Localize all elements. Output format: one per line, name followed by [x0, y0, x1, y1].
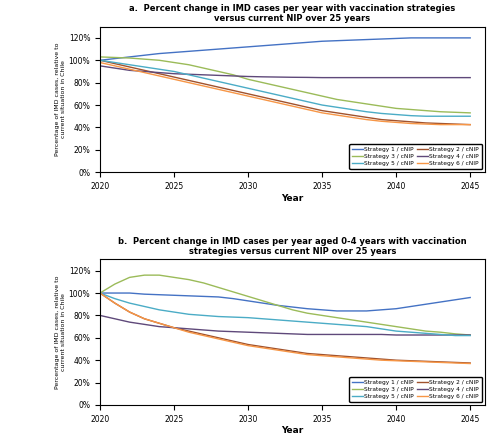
Y-axis label: Percentage of IMD cases, relative to
current situation in Chile: Percentage of IMD cases, relative to cur…: [55, 43, 66, 156]
X-axis label: Year: Year: [282, 426, 304, 436]
X-axis label: Year: Year: [282, 194, 304, 202]
Legend: Strategy 1 / cNIP, Strategy 3 / cNIP, Strategy 5 / cNIP, Strategy 2 / cNIP, Stra: Strategy 1 / cNIP, Strategy 3 / cNIP, St…: [350, 144, 482, 169]
Title: a.  Percent change in IMD cases per year with vaccination strategies
versus curr: a. Percent change in IMD cases per year …: [130, 4, 456, 23]
Y-axis label: Percentage of IMD cases, relative to
current situation in Chile: Percentage of IMD cases, relative to cur…: [55, 275, 66, 389]
Title: b.  Percent change in IMD cases per year aged 0-4 years with vaccination
strateg: b. Percent change in IMD cases per year …: [118, 236, 467, 256]
Legend: Strategy 1 / cNIP, Strategy 3 / cNIP, Strategy 5 / cNIP, Strategy 2 / cNIP, Stra: Strategy 1 / cNIP, Strategy 3 / cNIP, St…: [350, 377, 482, 402]
